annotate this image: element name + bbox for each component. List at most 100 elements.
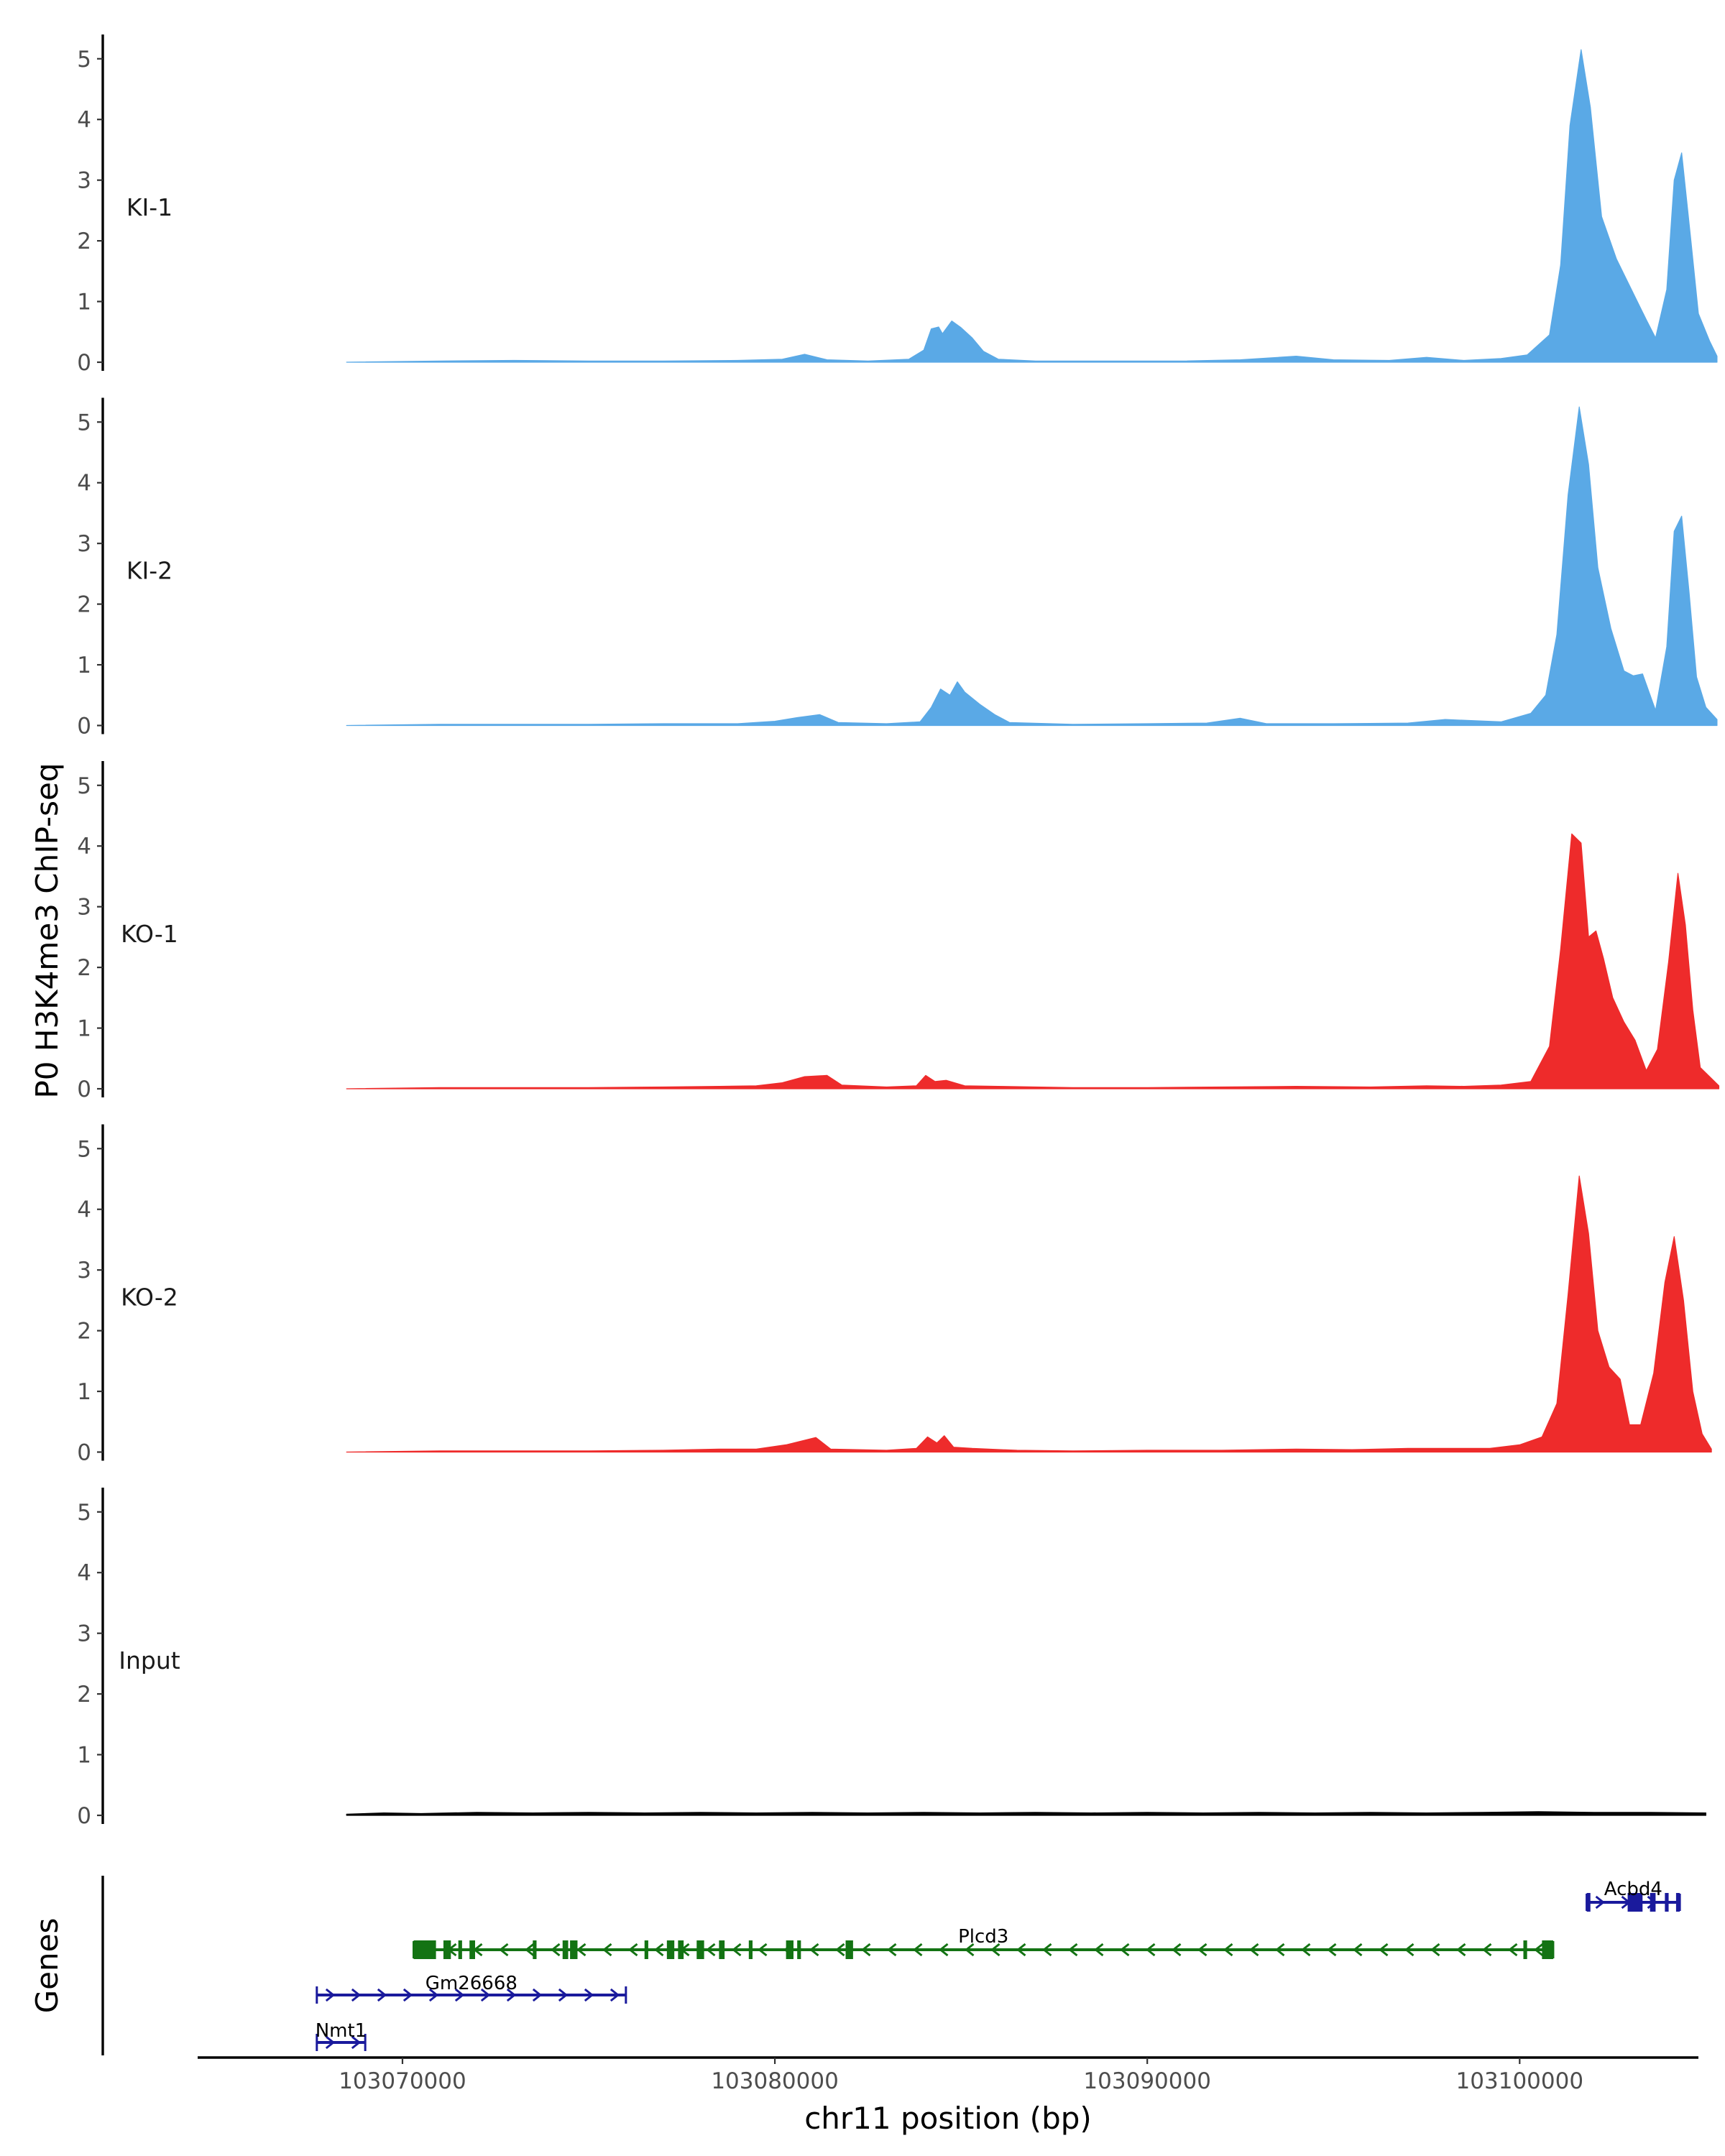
exon [845, 1940, 853, 1959]
strand-arrow [480, 1988, 491, 2002]
y-tick-label: 4 [77, 1197, 91, 1223]
strand-arrow [1197, 1943, 1208, 1957]
strand-arrow [1456, 1943, 1466, 1957]
strand-arrow [506, 1988, 517, 2002]
signal-area-input [346, 1811, 1706, 1816]
strand-arrow [1379, 1943, 1389, 1957]
y-tick-label: 4 [77, 834, 91, 860]
strand-arrow [758, 1943, 768, 1957]
y-tick-label: 5 [77, 410, 91, 436]
track-label: KI-2 [126, 557, 172, 585]
track-ko-1: 0 1 2 3 4 5 KO-1 [77, 761, 1720, 1102]
y-tick-label: 5 [77, 1136, 91, 1162]
strand-arrow [1353, 1943, 1363, 1957]
track-label: Input [119, 1646, 180, 1674]
x-tick-label: 103090000 [1083, 2068, 1211, 2094]
signal-area-ki-2 [346, 406, 1718, 727]
y-tick-label: 0 [77, 1077, 91, 1102]
strand-arrow [402, 1988, 413, 2002]
strand-arrow [558, 1988, 569, 2002]
exon [1542, 1940, 1553, 1959]
exon [696, 1940, 704, 1959]
y-tick-label: 0 [77, 1803, 91, 1829]
y-tick-label: 2 [77, 955, 91, 981]
x-axis: 103070000 103080000 103090000 103100000 [198, 2056, 1698, 2094]
strand-arrow [1249, 1943, 1259, 1957]
y-tick-label: 1 [77, 1379, 91, 1405]
strand-arrow [532, 1988, 543, 2002]
strand-arrow [1068, 1943, 1078, 1957]
y-tick-label: 0 [77, 714, 91, 740]
exon [533, 1940, 537, 1959]
strand-arrow [551, 1943, 561, 1957]
y-tick-label: 1 [77, 653, 91, 678]
strand-arrow [1508, 1943, 1518, 1957]
exon [748, 1940, 753, 1959]
strand-arrow [913, 1943, 923, 1957]
strand-arrow [584, 1988, 594, 2002]
strand-arrow [809, 1943, 819, 1957]
gene-plcd3: Plcd3 [413, 1926, 1555, 1959]
x-tick-label: 103080000 [711, 2068, 839, 2094]
track-ki-1: 0 1 2 3 4 5 KI-1 [77, 34, 1718, 376]
y-tick-label: 4 [77, 1560, 91, 1586]
strand-arrow [1595, 1895, 1605, 1909]
gene-label: Gm26668 [426, 1973, 518, 1994]
strand-arrow [377, 1988, 387, 2002]
strand-arrow [1404, 1943, 1414, 1957]
y-tick-label: 2 [77, 1319, 91, 1345]
strand-arrow [1016, 1943, 1026, 1957]
strand-arrow [576, 1943, 586, 1957]
exon [562, 1940, 569, 1959]
exon [1627, 1893, 1643, 1912]
strand-arrow [428, 1988, 439, 2002]
y-tick-label: 5 [77, 773, 91, 799]
track-label: KO-2 [121, 1284, 178, 1312]
x-tick-label: 103070000 [339, 2068, 466, 2094]
y-tick-label: 0 [77, 350, 91, 376]
exon [666, 1940, 675, 1959]
strand-arrow [835, 1943, 845, 1957]
strand-arrow [610, 1988, 620, 2002]
exon [1650, 1893, 1656, 1912]
signal-tracks: 0 1 2 3 4 5 KI-1 0 1 2 3 4 5 KI-2 0 1 2 3 4 5 KO-1 0 1 2 3 4 5 KO-2… [77, 34, 1720, 1829]
exon [469, 1940, 475, 1959]
x-axis-title: chr11 position (bp) [804, 2101, 1092, 2136]
y-tick-label: 5 [77, 47, 91, 73]
strand-arrow [1482, 1943, 1492, 1957]
strand-arrow [499, 1943, 509, 1957]
strand-arrow [1172, 1943, 1182, 1957]
strand-arrow [1301, 1943, 1311, 1957]
exon [797, 1940, 801, 1959]
gene-acbd4: Acbd4 [1586, 1879, 1681, 1912]
y-tick-label: 4 [77, 107, 91, 133]
strand-arrow [1042, 1943, 1052, 1957]
strand-arrow [990, 1943, 1000, 1957]
strand-arrow [861, 1943, 871, 1957]
exon [644, 1940, 648, 1959]
exon [1586, 1893, 1591, 1912]
y-tick-label: 0 [77, 1440, 91, 1466]
y-tick-label: 3 [77, 895, 91, 921]
strand-arrow [654, 1943, 664, 1957]
y-tick-label: 3 [77, 531, 91, 557]
y-tick-label: 1 [77, 1016, 91, 1042]
strand-arrow [628, 1943, 638, 1957]
strand-arrow [1223, 1943, 1233, 1957]
exon [1665, 1893, 1669, 1912]
y-tick-label: 3 [77, 1621, 91, 1647]
y-tick-label: 2 [77, 1682, 91, 1708]
exon [413, 1940, 436, 1959]
track-ko-2: 0 1 2 3 4 5 KO-2 [77, 1124, 1712, 1466]
track-ki-2: 0 1 2 3 4 5 KI-2 [77, 397, 1718, 740]
y-tick-label: 3 [77, 168, 91, 194]
strand-arrow [1094, 1943, 1104, 1957]
signal-area-ko-2 [346, 1175, 1712, 1453]
strand-arrow [887, 1943, 897, 1957]
y-axis-title: P0 H3K4me3 ChIP-seq [29, 763, 65, 1098]
strand-arrow [1120, 1943, 1130, 1957]
track-label: KO-1 [121, 920, 178, 948]
exon [719, 1940, 725, 1959]
exon [458, 1940, 462, 1959]
exon [678, 1940, 684, 1959]
